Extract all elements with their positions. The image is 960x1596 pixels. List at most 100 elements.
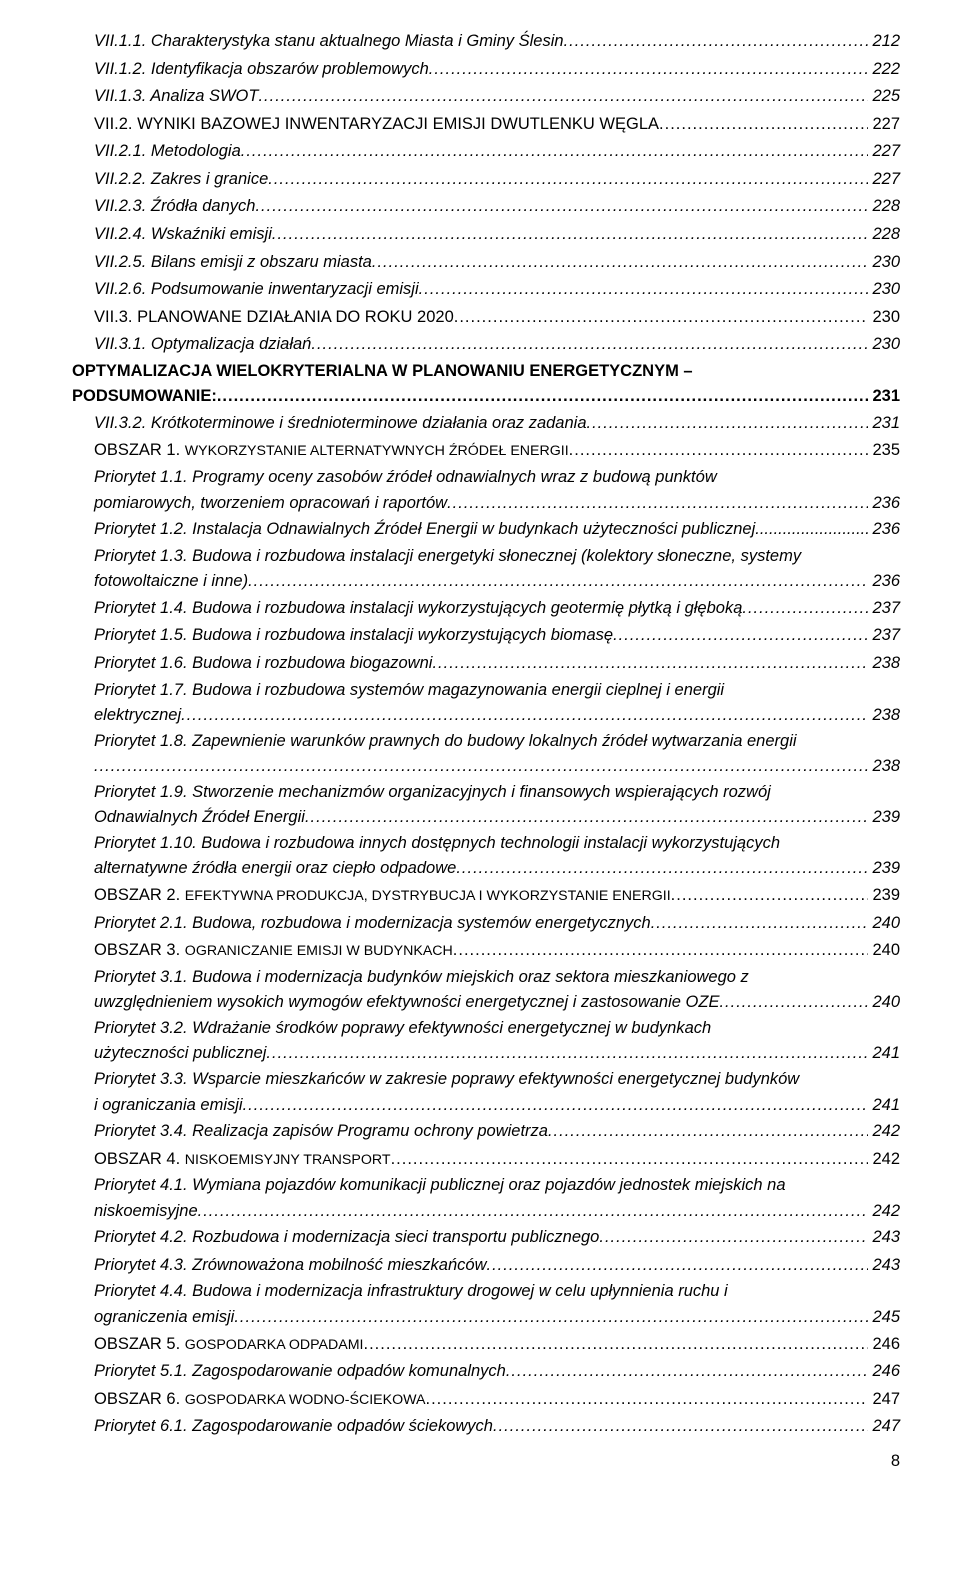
toc-entry-label: VII.2.4. Wskaźniki emisji xyxy=(94,222,272,248)
toc-leader-dots xyxy=(719,990,868,1016)
toc-entry: VII.2.6. Podsumowanie inwentaryzacji emi… xyxy=(72,276,900,304)
toc-entry-page: 231 xyxy=(868,384,900,410)
toc-entry: OBSZAR 5. GOSPODARKA ODPADAMI 246 xyxy=(72,1331,900,1359)
toc-entry-page: 225 xyxy=(868,84,900,110)
toc-leader-dots xyxy=(432,651,868,677)
toc-entry-page: 235 xyxy=(868,438,900,464)
toc-entry-page: 239 xyxy=(868,856,900,882)
toc-entry: Priorytet 3.1. Budowa i modernizacja bud… xyxy=(72,965,900,1016)
toc-leader-dots xyxy=(234,1305,868,1331)
toc-entry-label: Priorytet 2.1. Budowa, rozbudowa i moder… xyxy=(94,911,651,937)
toc-entry-label: OBSZAR 6. GOSPODARKA WODNO-ŚCIEKOWA xyxy=(94,1387,425,1413)
toc-leader-dots xyxy=(311,332,868,358)
toc-entry-label: ograniczenia emisji xyxy=(94,1305,234,1331)
toc-leader-dots xyxy=(305,805,869,831)
toc-entry: Priorytet 3.3. Wsparcie mieszkańców w za… xyxy=(72,1067,900,1118)
toc-leader-dots xyxy=(94,754,868,780)
toc-entry: VII.2.2. Zakres i granice 227 xyxy=(72,166,900,194)
toc-entry-label: OBSZAR 4. NISKOEMISYJNY TRANSPORT xyxy=(94,1147,391,1173)
toc-entry-label: OBSZAR 2. EFEKTYWNA PRODUKCJA, DYSTRYBUC… xyxy=(94,883,671,909)
toc-entry-page: 222 xyxy=(868,57,900,83)
toc-entry-page: 230 xyxy=(868,250,900,276)
toc-entry: Priorytet 1.2. Instalacja Odnawialnych Ź… xyxy=(72,516,900,544)
toc-entry-label: Priorytet 3.1. Budowa i modernizacja bud… xyxy=(94,965,900,991)
toc-entry-page: 243 xyxy=(868,1225,900,1251)
toc-entry-page: 237 xyxy=(868,623,900,649)
toc-entry-label: VII.2.5. Bilans emisji z obszaru miasta xyxy=(94,250,372,276)
toc-entry: OBSZAR 4. NISKOEMISYJNY TRANSPORT 242 xyxy=(72,1146,900,1174)
toc-leader-dots xyxy=(419,277,869,303)
toc-entry-page: 240 xyxy=(868,990,900,1016)
toc-entry-label: alternatywne źródła energii oraz ciepło … xyxy=(94,856,456,882)
toc-entry-page: 246 xyxy=(868,1332,900,1358)
toc-leader-dots xyxy=(429,57,869,83)
toc-entry-label: OBSZAR 1. WYKORZYSTANIE ALTERNATYWNYCH Ź… xyxy=(94,438,569,464)
toc-leader-dots xyxy=(372,250,869,276)
toc-entry-label: Priorytet 1.3. Budowa i rozbudowa instal… xyxy=(94,544,900,570)
toc-leader-dots xyxy=(564,29,869,55)
toc-entry: VII.2.1. Metodologia 227 xyxy=(72,138,900,166)
toc-entry-label: Priorytet 3.3. Wsparcie mieszkańców w za… xyxy=(94,1067,900,1093)
toc-entry-page: 240 xyxy=(868,938,900,964)
toc-entry-page: 236 xyxy=(868,517,900,543)
toc-entry-page: 230 xyxy=(868,277,900,303)
toc-leader-dots xyxy=(548,1119,869,1145)
toc-entry-page: 247 xyxy=(868,1387,900,1413)
toc-entry-label: Priorytet 1.10. Budowa i rozbudowa innyc… xyxy=(94,831,900,857)
toc-leader-dots xyxy=(198,1199,869,1225)
toc-leader-dots xyxy=(651,911,869,937)
toc-entry-label: VII.1.2. Identyfikacja obszarów problemo… xyxy=(94,57,429,83)
toc-entry: OPTYMALIZACJA WIELOKRYTERIALNA W PLANOWA… xyxy=(72,359,900,410)
toc-leader-dots xyxy=(268,167,868,193)
toc-entry-label: Priorytet 4.3. Zrównoważona mobilność mi… xyxy=(94,1253,487,1279)
toc-entry: VII.2.4. Wskaźniki emisji 228 xyxy=(72,221,900,249)
toc-entry-label: Priorytet 1.5. Budowa i rozbudowa instal… xyxy=(94,623,613,649)
toc-entry: OBSZAR 6. GOSPODARKA WODNO-ŚCIEKOWA 247 xyxy=(72,1386,900,1414)
toc-entry-label: VII.2.2. Zakres i granice xyxy=(94,167,268,193)
toc-entry-label: Priorytet 4.4. Budowa i modernizacja inf… xyxy=(94,1279,900,1305)
toc-entry: Priorytet 1.5. Budowa i rozbudowa instal… xyxy=(72,622,900,650)
toc-entry: Priorytet 4.2. Rozbudowa i modernizacja … xyxy=(72,1224,900,1252)
toc-entry-page: 246 xyxy=(868,1359,900,1385)
toc-entry-label: VII.2. WYNIKI BAZOWEJ INWENTARYZACJI EMI… xyxy=(94,112,659,138)
toc-entry-label: fotowoltaiczne i inne) xyxy=(94,569,248,595)
toc-entry-label: VII.3. PLANOWANE DZIAŁANIA DO ROKU 2020 xyxy=(94,305,454,331)
toc-leader-dots xyxy=(241,139,869,165)
toc-entry-label: OBSZAR 5. GOSPODARKA ODPADAMI xyxy=(94,1332,363,1358)
toc-entry-page: 237 xyxy=(868,596,900,622)
toc-entry-page: 212 xyxy=(868,29,900,55)
toc-entry-label: Odnawialnych Źródeł Energii xyxy=(94,805,305,831)
toc-entry: Priorytet 2.1. Budowa, rozbudowa i moder… xyxy=(72,910,900,938)
toc-entry-page: 238 xyxy=(868,651,900,677)
toc-leader-dots xyxy=(258,84,868,110)
toc-entry-label: Priorytet 1.9. Stworzenie mechanizmów or… xyxy=(94,780,900,806)
toc-entry-page: 243 xyxy=(868,1253,900,1279)
toc-entry: Priorytet 6.1. Zagospodarowanie odpadów … xyxy=(72,1413,900,1441)
toc-entry-label: VII.2.1. Metodologia xyxy=(94,139,241,165)
toc-entry: Priorytet 1.7. Budowa i rozbudowa system… xyxy=(72,678,900,729)
toc-leader-dots xyxy=(391,1147,869,1173)
toc-leader-dots xyxy=(659,112,868,138)
toc-entry-page: 242 xyxy=(868,1147,900,1173)
toc-entry-page: 239 xyxy=(868,805,900,831)
toc-entry-label: Priorytet 5.1. Zagospodarowanie odpadów … xyxy=(94,1359,506,1385)
toc-leader-dots xyxy=(742,596,868,622)
toc-entry-label: Priorytet 3.2. Wdrażanie środków poprawy… xyxy=(94,1016,900,1042)
toc-entry-label: Priorytet 1.1. Programy oceny zasobów źr… xyxy=(94,465,900,491)
toc-entry-page: 238 xyxy=(868,754,900,780)
toc-entry-label: Priorytet 3.4. Realizacja zapisów Progra… xyxy=(94,1119,548,1145)
toc-entry-page: 242 xyxy=(868,1119,900,1145)
toc-leader-dots xyxy=(487,1253,869,1279)
toc-entry: VII.3.1. Optymalizacja działań 230 xyxy=(72,331,900,359)
toc-entry-page: 230 xyxy=(868,305,900,331)
toc-leader-dots xyxy=(599,1225,868,1251)
toc-entry-label: VII.1.1. Charakterystyka stanu aktualneg… xyxy=(94,29,564,55)
toc-leader-dots xyxy=(453,938,869,964)
toc-entry: Priorytet 1.10. Budowa i rozbudowa innyc… xyxy=(72,831,900,882)
toc-entry-page: 228 xyxy=(868,222,900,248)
toc-leader-dots xyxy=(363,1332,868,1358)
toc-entry: Priorytet 1.6. Budowa i rozbudowa biogaz… xyxy=(72,650,900,678)
toc-entry: Priorytet 4.3. Zrównoważona mobilność mi… xyxy=(72,1252,900,1280)
toc-entry-page: 239 xyxy=(868,883,900,909)
toc-leader-dots xyxy=(456,856,868,882)
